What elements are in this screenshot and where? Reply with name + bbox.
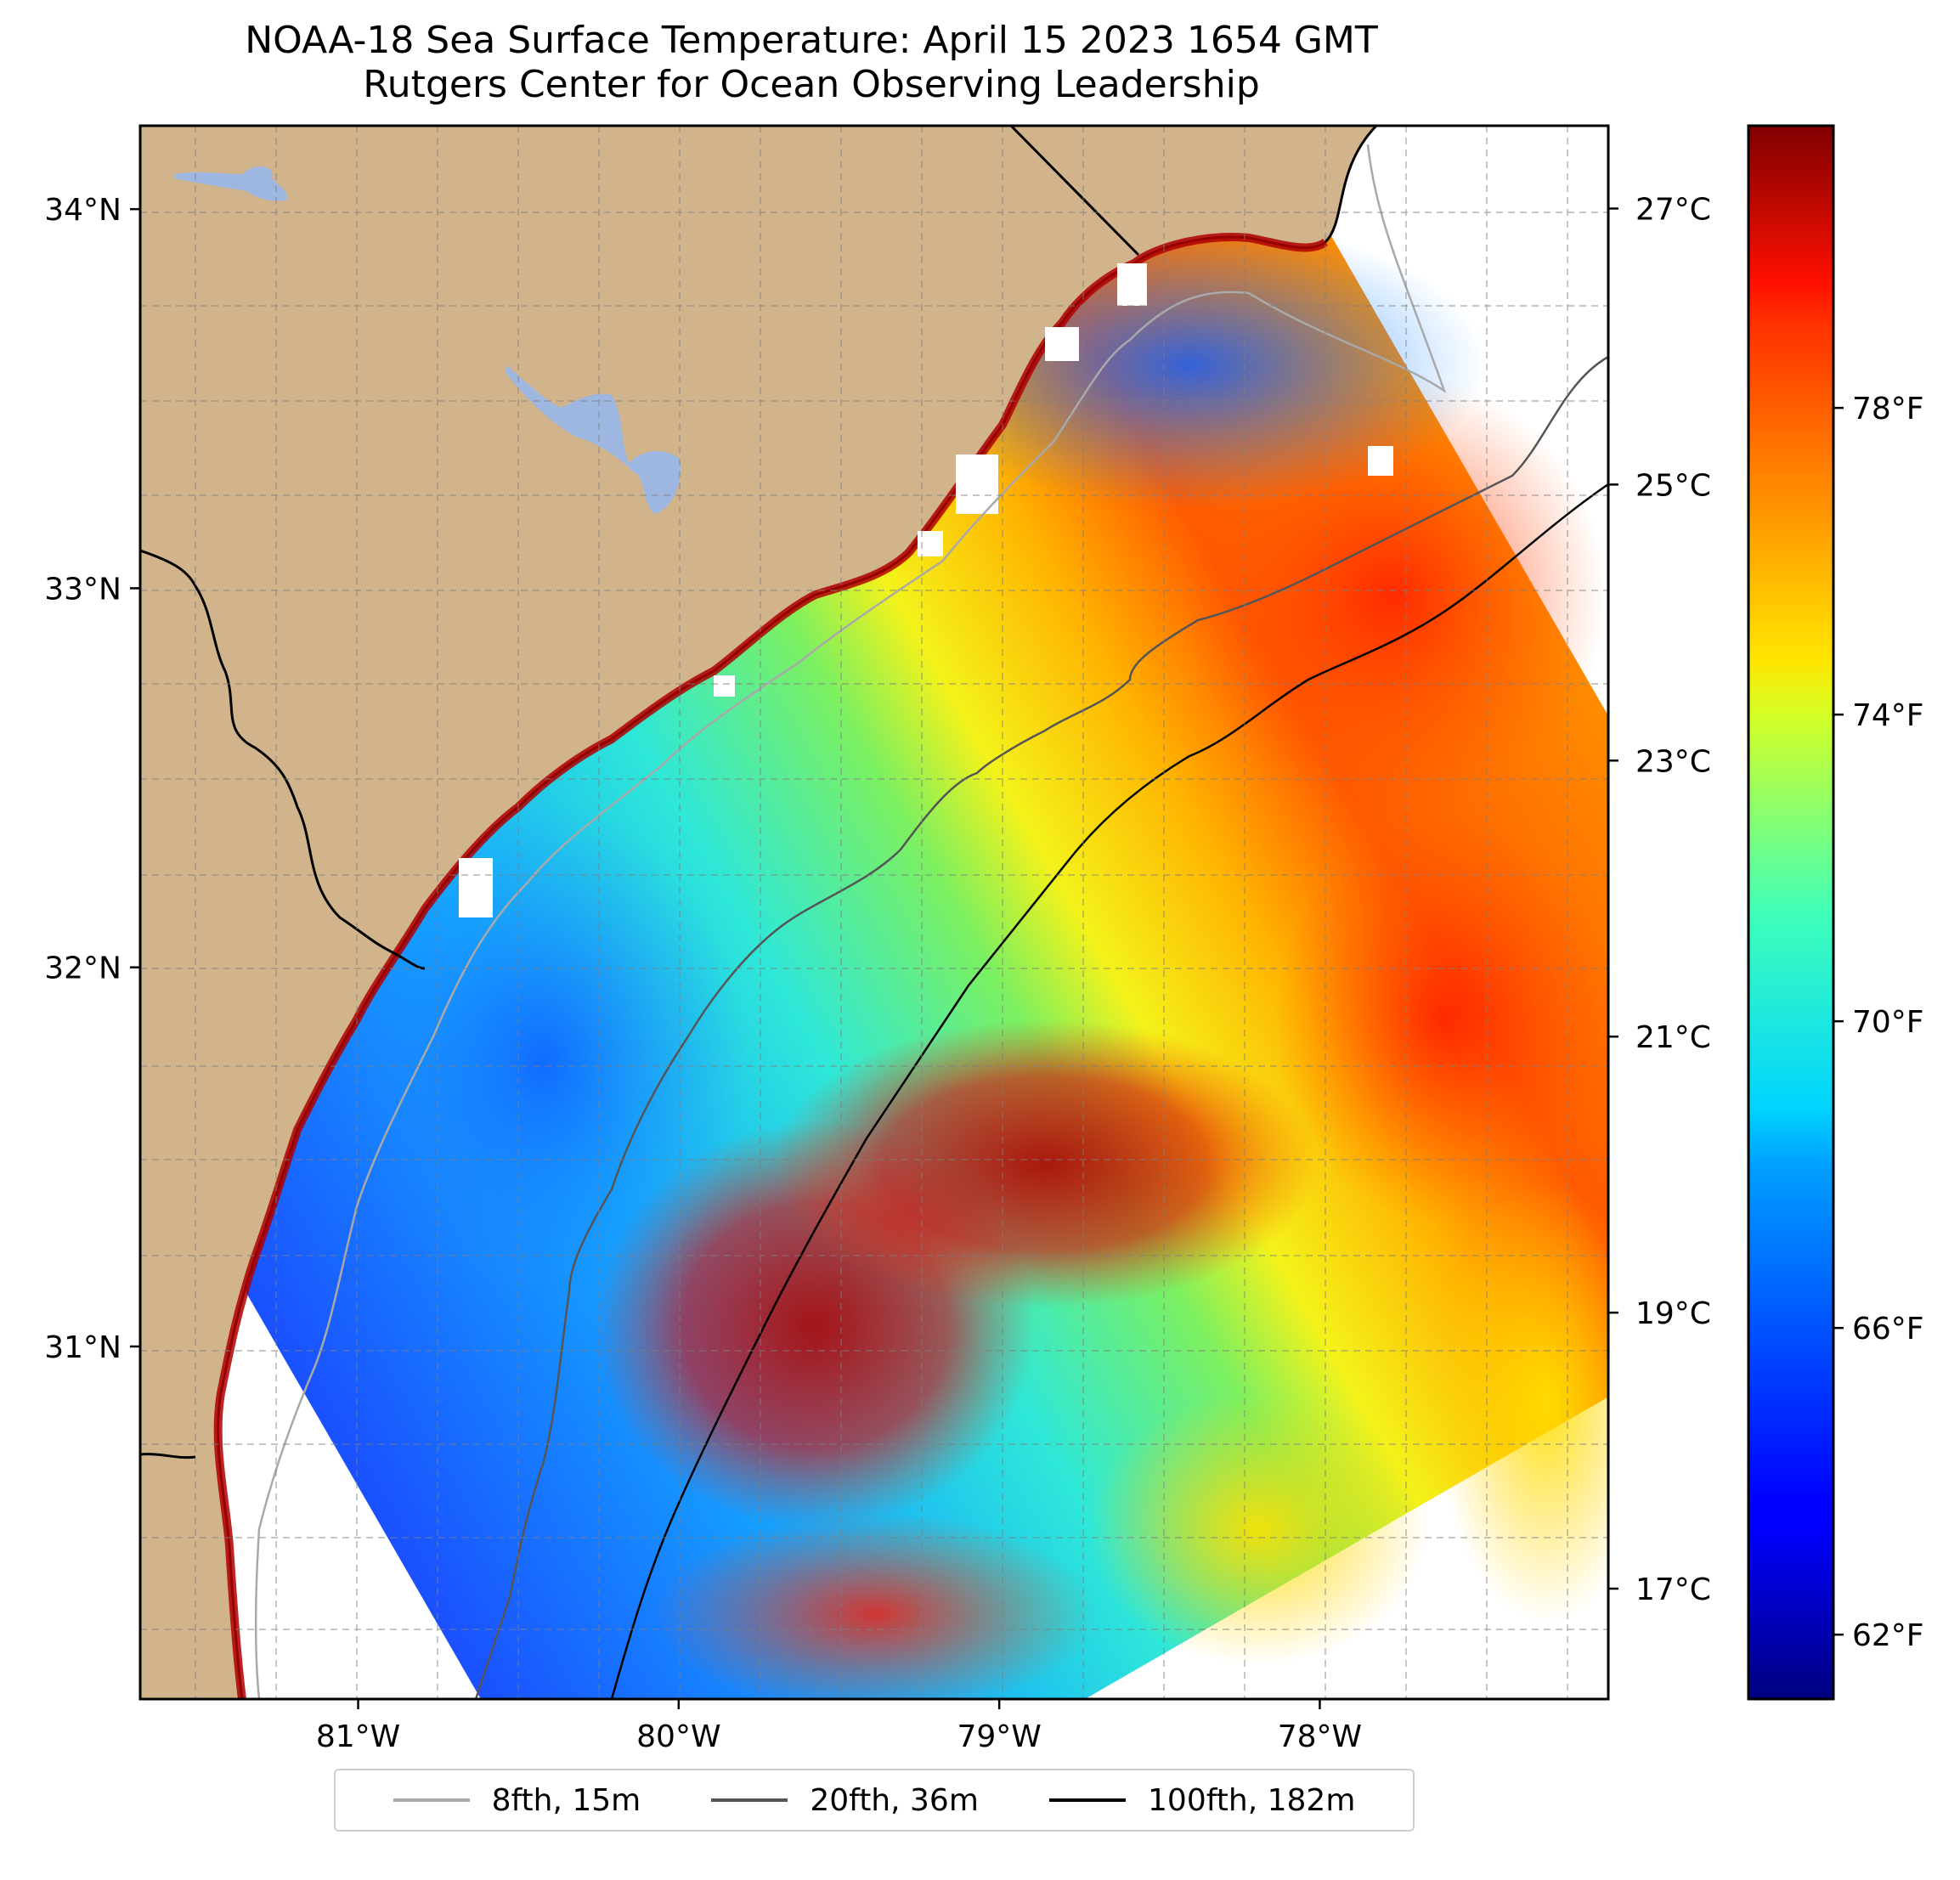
legend-label-20fth: 20fth, 36m: [810, 1782, 979, 1818]
warm-band-east: [1274, 816, 1608, 1223]
yellow-patch-southeast: [1087, 1393, 1427, 1665]
celsius-tick-label: 17°C: [1635, 1572, 1711, 1607]
lat-tick-label: 31°N: [44, 1330, 121, 1365]
fahrenheit-tick-label: 70°F: [1852, 1005, 1924, 1040]
isobath-100fth: [610, 483, 1608, 1699]
legend-swatch-100fth: [1049, 1798, 1127, 1802]
fahrenheit-tick-label: 74°F: [1852, 698, 1924, 733]
lon-tick-label: 79°W: [957, 1719, 1041, 1754]
yellow-patch-east: [1436, 1181, 1608, 1623]
cool-patch-central: [340, 807, 748, 1317]
gridlines: [140, 126, 1608, 1699]
lake-north: [174, 166, 288, 201]
celsius-tick-label: 25°C: [1635, 468, 1711, 503]
map-area: [140, 126, 1608, 1699]
legend-label-8fth: 8fth, 15m: [491, 1782, 641, 1818]
isobath-legend: 8fth, 15m 20fth, 36m 100fth, 182m: [334, 1769, 1415, 1832]
lat-tick-label: 34°N: [44, 193, 121, 228]
lake-marion: [506, 365, 681, 514]
colorbar: [1747, 124, 1835, 1701]
coast-fringe: [213, 233, 1328, 1699]
legend-swatch-20fth: [711, 1798, 788, 1802]
colorbar-celsius-axis: 27°C 25°C 23°C 21°C 19°C 17°C: [1608, 192, 1711, 1607]
celsius-tick-label: 27°C: [1635, 192, 1711, 227]
celsius-tick-label: 21°C: [1635, 1020, 1711, 1055]
chart-title: NOAA-18 Sea Surface Temperature: April 1…: [140, 19, 1483, 107]
title-line-2: Rutgers Center for Ocean Observing Leade…: [363, 63, 1260, 106]
isobath-8fth: [255, 144, 1447, 1699]
cloud-mask: [459, 126, 1436, 917]
warm-core-central: [773, 1019, 1317, 1308]
fahrenheit-tick-label: 66°F: [1852, 1312, 1924, 1346]
map-frame: [138, 124, 1610, 1701]
warm-band-southeast: [654, 1512, 1096, 1699]
lon-axis: 81°W 80°W 79°W 78°W: [316, 1699, 1362, 1754]
colorbar-fahrenheit-axis: 78°F 74°F 70°F 66°F 62°F: [1833, 392, 1924, 1653]
celsius-tick-label: 23°C: [1635, 744, 1711, 779]
lat-tick-label: 33°N: [44, 572, 121, 607]
lon-tick-label: 81°W: [316, 1719, 400, 1754]
lat-tick-label: 32°N: [44, 951, 121, 986]
title-line-1: NOAA-18 Sea Surface Temperature: April 1…: [245, 19, 1378, 62]
lon-tick-label: 80°W: [636, 1719, 720, 1754]
legend-item-100fth: 100fth, 182m: [1049, 1783, 1355, 1818]
state-border: [140, 549, 426, 970]
fahrenheit-tick-label: 62°F: [1852, 1618, 1924, 1653]
lon-tick-label: 78°W: [1278, 1719, 1362, 1754]
lat-axis: 31°N 32°N 33°N 34°N: [44, 193, 140, 1365]
legend-swatch-8fth: [393, 1798, 470, 1802]
legend-item-20fth: 20fth, 36m: [711, 1783, 979, 1818]
legend-label-100fth: 100fth, 182m: [1148, 1782, 1356, 1818]
celsius-tick-label: 19°C: [1635, 1296, 1711, 1331]
fahrenheit-tick-label: 78°F: [1852, 392, 1924, 426]
ga-fl-border: [140, 1453, 196, 1459]
nc-sc-border: [1009, 126, 1140, 257]
legend-item-8fth: 8fth, 15m: [393, 1783, 641, 1818]
